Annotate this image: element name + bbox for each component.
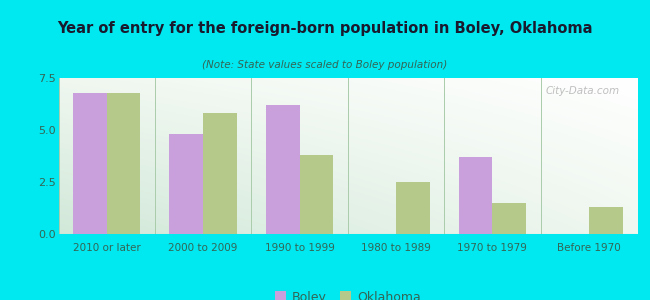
Bar [107,93,140,234]
Legend: Boley, Oklahoma: Boley, Oklahoma [270,286,426,300]
Bar [73,93,107,234]
Bar [589,207,623,234]
Bar [396,182,430,234]
Bar [203,113,237,234]
Bar [493,203,526,234]
Text: City-Data.com: City-Data.com [545,86,619,96]
Text: (Note: State values scaled to Boley population): (Note: State values scaled to Boley popu… [202,60,448,70]
Bar [459,157,493,234]
Bar [300,155,333,234]
Bar [266,105,300,234]
Bar [170,134,203,234]
Text: Year of entry for the foreign-born population in Boley, Oklahoma: Year of entry for the foreign-born popul… [57,21,593,36]
